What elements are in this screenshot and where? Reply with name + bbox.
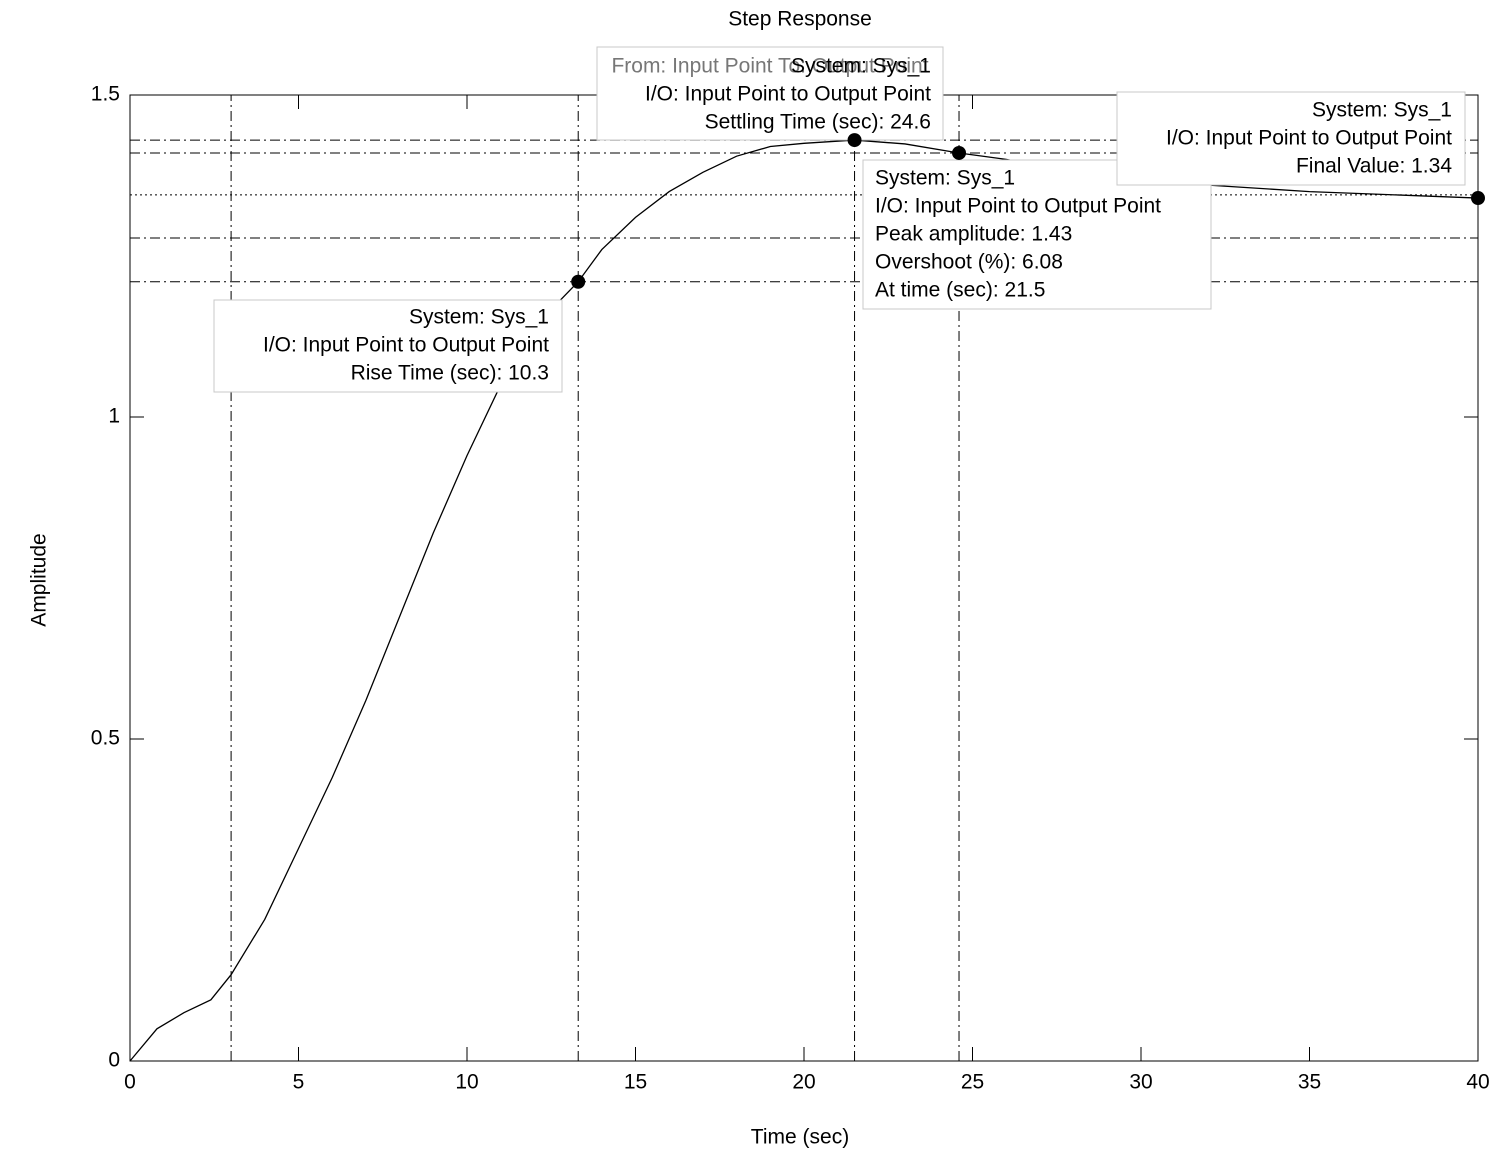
x-tick-label: 0 — [124, 1071, 136, 1094]
annotation-text: System: Sys_1 — [1312, 99, 1452, 122]
y-tick-label: 0.5 — [91, 727, 120, 750]
y-tick-label: 0 — [108, 1049, 120, 1072]
marker — [847, 133, 862, 148]
marker — [1471, 191, 1485, 206]
annotation-background-text: From: Input Point To: Output Point — [611, 55, 928, 78]
marker — [952, 145, 967, 160]
x-tick-label: 40 — [1466, 1071, 1489, 1094]
annotation-text: I/O: Input Point to Output Point — [263, 334, 549, 357]
y-axis-label: Amplitude — [28, 533, 51, 626]
annotation-text: Settling Time (sec): 24.6 — [705, 111, 931, 134]
annotation-text: System: Sys_1 — [875, 167, 1015, 190]
annotation-text: I/O: Input Point to Output Point — [875, 195, 1161, 218]
annotation-text: Overshoot (%): 6.08 — [875, 251, 1063, 274]
line — [129, 139, 1479, 1062]
y-tick-label: 1 — [108, 405, 120, 428]
annotation-box — [213, 299, 563, 393]
x-tick-label: 5 — [293, 1071, 305, 1094]
x-tick-label: 25 — [961, 1071, 984, 1094]
x-tick-label: 35 — [1298, 1071, 1321, 1094]
x-axis-label: Time (sec) — [751, 1126, 849, 1149]
x-tick-label: 30 — [1129, 1071, 1152, 1094]
x-tick-label: 10 — [455, 1071, 478, 1094]
annotation-text: System: Sys_1 — [791, 55, 931, 78]
annotation-text: Peak amplitude: 1.43 — [875, 223, 1072, 246]
annotation-text: At time (sec): 21.5 — [875, 279, 1045, 302]
annotation-text: System: Sys_1 — [409, 306, 549, 329]
x-tick-label: 15 — [624, 1071, 647, 1094]
marker — [571, 274, 586, 289]
annotation-box — [1116, 91, 1466, 186]
y-tick-label: 1.5 — [91, 83, 120, 106]
annotation-text: I/O: Input Point to Output Point — [1166, 127, 1452, 150]
chart-title: Step Response — [728, 8, 872, 31]
annotation-text: Rise Time (sec): 10.3 — [351, 362, 549, 385]
annotation-box — [596, 46, 944, 141]
annotation-text: I/O: Input Point to Output Point — [645, 83, 931, 106]
annotation-text: Final Value: 1.34 — [1296, 155, 1452, 178]
x-tick-label: 20 — [792, 1071, 815, 1094]
